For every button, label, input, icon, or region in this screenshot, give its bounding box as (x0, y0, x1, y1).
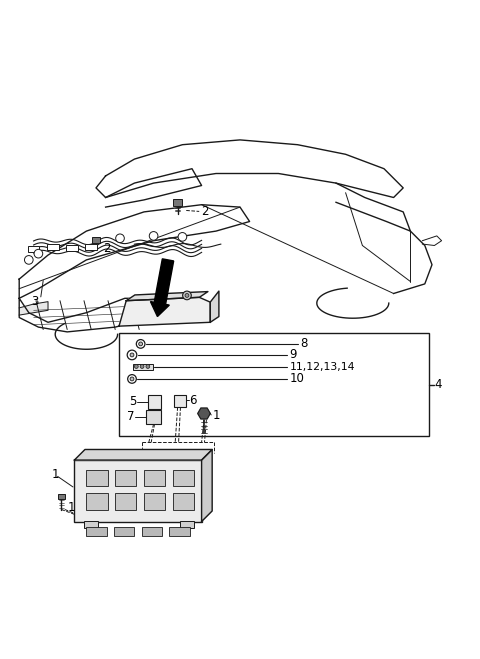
Bar (47, 244, 59, 250)
Bar (144, 470, 165, 486)
Circle shape (146, 364, 150, 368)
Circle shape (182, 291, 191, 300)
Text: 8: 8 (300, 337, 307, 351)
Text: 5: 5 (129, 395, 136, 409)
Text: 2: 2 (103, 243, 111, 255)
Text: 6: 6 (189, 393, 196, 407)
Bar (174, 395, 186, 407)
Polygon shape (119, 297, 210, 326)
Circle shape (140, 364, 144, 368)
Text: 1: 1 (67, 501, 75, 513)
Bar (92, 237, 100, 243)
Text: 2: 2 (202, 206, 209, 218)
Circle shape (136, 339, 145, 348)
Text: 7: 7 (127, 411, 134, 423)
Circle shape (128, 374, 136, 384)
Bar (115, 470, 136, 486)
Bar (86, 493, 108, 509)
Bar (144, 493, 165, 509)
Bar (114, 527, 134, 536)
Text: 9: 9 (289, 349, 297, 361)
Polygon shape (126, 291, 208, 301)
Polygon shape (202, 449, 212, 521)
Polygon shape (74, 449, 212, 460)
Circle shape (127, 350, 137, 360)
FancyArrow shape (150, 259, 174, 316)
Polygon shape (198, 408, 210, 419)
Text: 1: 1 (213, 409, 220, 422)
Circle shape (134, 364, 138, 368)
Bar (133, 364, 153, 370)
Circle shape (130, 377, 134, 381)
Text: 1: 1 (52, 468, 60, 481)
Bar (142, 527, 162, 536)
Circle shape (185, 293, 189, 297)
Circle shape (178, 233, 187, 241)
Circle shape (34, 249, 43, 258)
Bar (169, 527, 190, 536)
Bar (115, 493, 136, 509)
Bar (84, 521, 98, 529)
Circle shape (139, 342, 143, 346)
Polygon shape (19, 302, 48, 315)
Circle shape (116, 234, 124, 243)
Bar (180, 521, 194, 529)
Bar (58, 494, 65, 499)
Bar (173, 470, 194, 486)
Bar (86, 527, 107, 536)
Text: 10: 10 (289, 372, 304, 386)
Circle shape (24, 256, 33, 264)
Bar (86, 470, 108, 486)
Bar (148, 395, 161, 409)
Text: 11,12,13,14: 11,12,13,14 (289, 362, 355, 372)
Bar (146, 410, 161, 424)
Polygon shape (210, 291, 219, 322)
Bar (173, 199, 182, 206)
Text: 3: 3 (31, 295, 38, 308)
Bar (74, 460, 202, 521)
Text: 4: 4 (434, 378, 442, 391)
Bar (66, 245, 78, 251)
Circle shape (149, 231, 158, 241)
Bar (85, 244, 97, 250)
Bar (28, 246, 39, 252)
Bar (173, 493, 194, 509)
Bar (119, 333, 429, 436)
Circle shape (130, 353, 134, 357)
